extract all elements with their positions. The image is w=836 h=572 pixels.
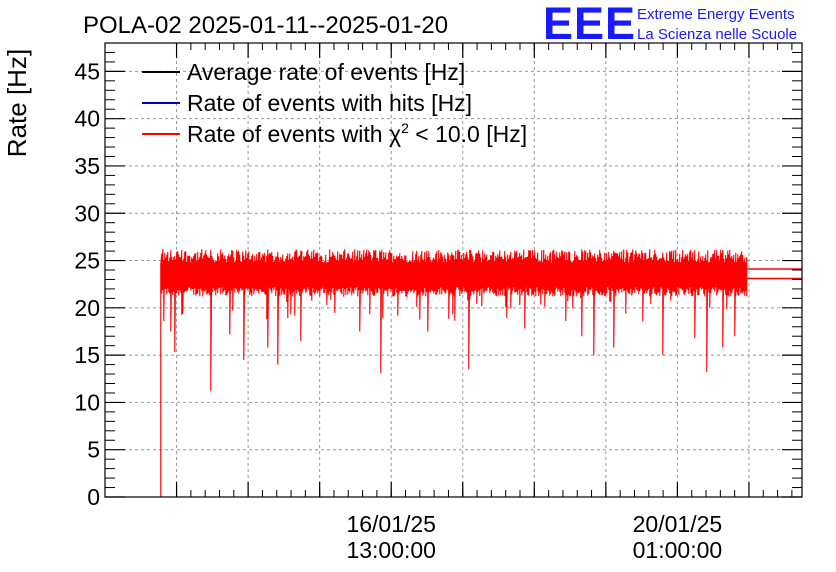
legend-label-2: Rate of events with χ2 < 10.0 [Hz] xyxy=(187,120,527,147)
y-tick-label: 0 xyxy=(87,484,100,510)
eee-logo: EEE Extreme Energy Events La Scienza nel… xyxy=(543,0,797,49)
x-tick-label-time: 01:00:00 xyxy=(633,537,723,563)
y-tick-label: 20 xyxy=(74,295,100,321)
y-tick-label: 40 xyxy=(74,106,100,132)
data-traces xyxy=(160,249,802,497)
y-axis-label: Rate [Hz] xyxy=(2,49,32,157)
legend: Average rate of events [Hz] Rate of event… xyxy=(142,59,527,147)
legend-label-0: Average rate of events [Hz] xyxy=(187,59,465,85)
x-tick-label-date: 20/01/25 xyxy=(633,511,723,537)
legend-label-1: Rate of events with hits [Hz] xyxy=(187,90,472,116)
y-tick-label: 30 xyxy=(74,200,100,226)
x-tick-label-date: 16/01/25 xyxy=(346,511,436,537)
eee-logo-line1: Extreme Energy Events xyxy=(637,6,795,23)
eee-logo-mark: EEE xyxy=(543,0,636,49)
x-tick-label-time: 13:00:00 xyxy=(346,537,436,563)
chart-title: POLA-02 2025-01-11--2025-01-20 xyxy=(83,12,448,39)
y-tick-label: 15 xyxy=(74,342,100,368)
y-tick-label: 25 xyxy=(74,248,100,274)
y-tick-label: 35 xyxy=(74,153,100,179)
y-tick-label: 45 xyxy=(74,58,100,84)
eee-logo-line2: La Scienza nelle Scuole xyxy=(637,26,797,43)
series-chi2-line xyxy=(160,249,748,497)
y-tick-label: 10 xyxy=(74,389,100,415)
y-tick-label: 5 xyxy=(87,437,100,463)
